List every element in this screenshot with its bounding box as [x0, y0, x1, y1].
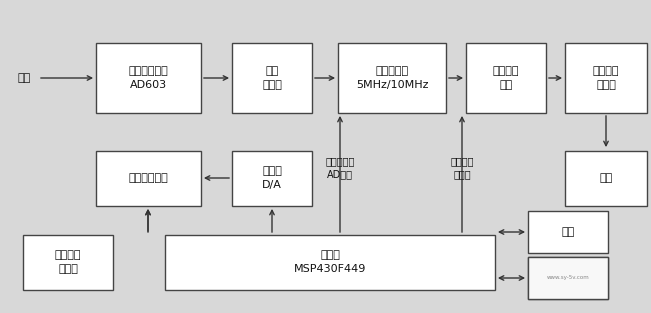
- Text: 负载: 负载: [600, 173, 613, 183]
- Text: 输入: 输入: [18, 73, 31, 83]
- Bar: [96, 43, 201, 113]
- Text: 连续可调
电位器: 连续可调 电位器: [55, 250, 81, 274]
- Text: 后级程控
放大: 后级程控 放大: [493, 66, 519, 90]
- Text: 单片机
MSP430F449: 单片机 MSP430F449: [294, 250, 366, 274]
- Bar: [165, 234, 495, 290]
- Bar: [528, 211, 608, 253]
- Bar: [232, 43, 312, 113]
- Bar: [565, 151, 647, 206]
- Text: 单刀双掷开关: 单刀双掷开关: [128, 173, 168, 183]
- Bar: [23, 234, 113, 290]
- Text: 前级放大电路
AD603: 前级放大电路 AD603: [128, 66, 168, 90]
- Bar: [528, 257, 608, 299]
- Text: 控制继电
器切换: 控制继电 器切换: [450, 156, 474, 180]
- Text: 单片机内部
AD采样: 单片机内部 AD采样: [326, 156, 355, 180]
- Text: 椭圆滤波器
5MHz/10MHz: 椭圆滤波器 5MHz/10MHz: [355, 66, 428, 90]
- Text: 键盘: 键盘: [561, 227, 575, 237]
- Text: www.sy-5v.com: www.sy-5v.com: [547, 275, 589, 280]
- Bar: [96, 151, 201, 206]
- Text: 调零
放大器: 调零 放大器: [262, 66, 282, 90]
- Bar: [338, 43, 446, 113]
- Bar: [565, 43, 647, 113]
- Text: 末级功率
放大器: 末级功率 放大器: [593, 66, 619, 90]
- Bar: [528, 257, 608, 299]
- Bar: [466, 43, 546, 113]
- Bar: [232, 151, 312, 206]
- Text: 双通道
D/A: 双通道 D/A: [262, 166, 282, 190]
